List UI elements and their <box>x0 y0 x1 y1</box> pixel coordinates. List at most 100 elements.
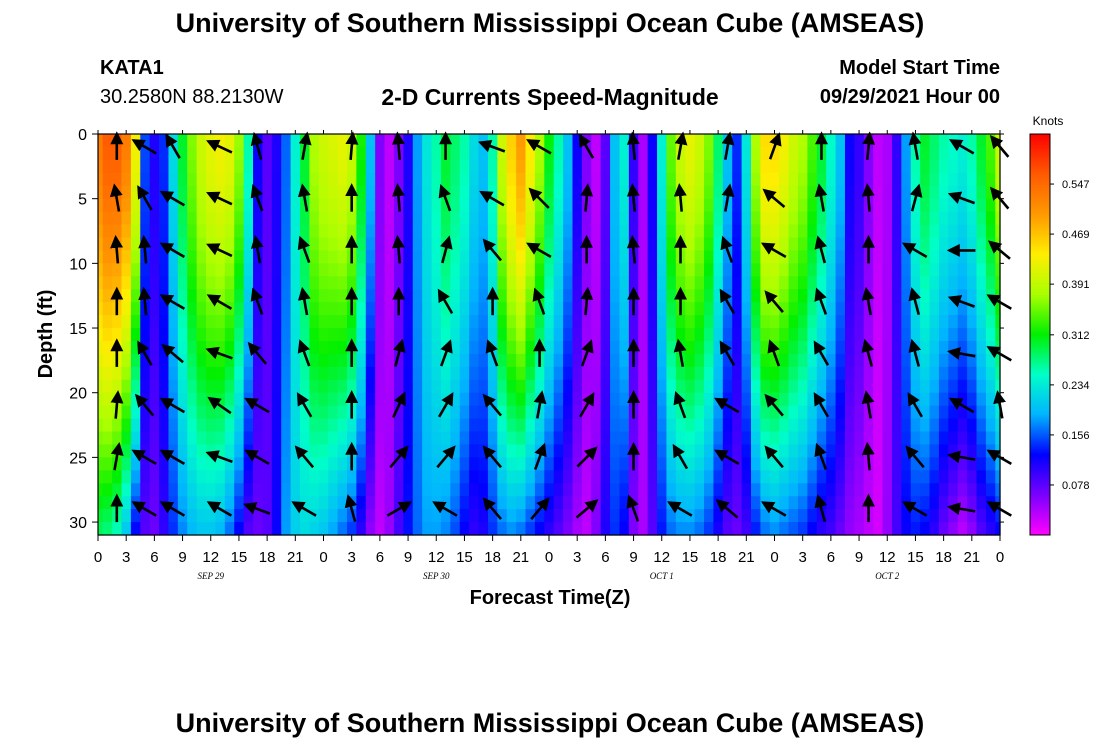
heatmap-cell <box>187 366 198 381</box>
current-vector-arrow <box>861 286 875 316</box>
current-vector-arrow <box>165 133 181 159</box>
heatmap-cell <box>365 302 376 316</box>
heatmap-cell <box>788 185 799 200</box>
heatmap-cell <box>431 483 442 497</box>
heatmap-cell <box>882 457 893 471</box>
heatmap-cell <box>760 509 771 523</box>
heatmap-cell <box>140 431 151 446</box>
heatmap-cell <box>121 159 132 174</box>
heatmap-cell <box>863 483 874 497</box>
heatmap-cell <box>638 185 649 200</box>
heatmap-cell <box>600 340 611 355</box>
heatmap-cell <box>685 172 696 187</box>
heatmap-cell <box>938 315 949 329</box>
x-tick-label: 18 <box>484 549 501 566</box>
heatmap-cell <box>563 328 574 342</box>
heatmap-cell <box>948 198 959 213</box>
heatmap-cell <box>732 134 743 148</box>
x-tick-label: 6 <box>601 549 609 566</box>
heatmap-cell <box>253 405 264 420</box>
heatmap-cell <box>281 146 292 161</box>
heatmap-cell <box>459 328 470 342</box>
heatmap-cell <box>638 522 649 536</box>
heatmap-cell <box>469 496 480 510</box>
heatmap-cell <box>487 224 498 239</box>
heatmap-cell <box>243 328 254 342</box>
heatmap-cell <box>638 302 649 316</box>
heatmap-cell <box>882 328 893 342</box>
heatmap-cell <box>948 172 959 187</box>
heatmap-cell <box>873 418 884 433</box>
heatmap-cell <box>976 276 987 290</box>
heatmap-cell <box>450 224 461 239</box>
heatmap-cell <box>224 134 235 148</box>
heatmap-cell <box>253 328 264 342</box>
heatmap-cell <box>375 509 386 523</box>
heatmap-cell <box>159 379 170 394</box>
heatmap-cell <box>206 146 217 161</box>
heatmap-cell <box>309 444 320 458</box>
heatmap-cell <box>741 496 752 510</box>
heatmap-cell <box>403 146 414 161</box>
heatmap-cell <box>948 224 959 239</box>
heatmap-cell <box>177 483 188 497</box>
heatmap-cell <box>478 302 489 316</box>
heatmap-cell <box>121 379 132 394</box>
heatmap-cell <box>328 509 339 523</box>
heatmap-cell <box>628 379 639 394</box>
current-vector-arrow <box>482 497 502 520</box>
heatmap-cell <box>948 457 959 471</box>
heatmap-cell <box>206 483 217 497</box>
heatmap-cell <box>459 457 470 471</box>
x-tick-label: 0 <box>996 549 1004 566</box>
heatmap-cell <box>177 328 188 342</box>
heatmap-cell <box>910 431 921 446</box>
heatmap-cell <box>948 353 959 368</box>
heatmap-cell <box>901 315 912 329</box>
heatmap-cell <box>807 302 818 316</box>
heatmap-cell <box>591 211 602 226</box>
heatmap-cell <box>149 250 160 264</box>
heatmap-cell <box>469 211 480 226</box>
heatmap-cell <box>572 470 583 484</box>
heatmap-cell <box>149 289 160 303</box>
heatmap-cell <box>610 276 621 290</box>
heatmap-cell <box>149 483 160 497</box>
heatmap-cell <box>440 470 451 484</box>
heatmap-cell <box>619 509 630 523</box>
heatmap-cell <box>506 340 517 355</box>
heatmap-cell <box>469 134 480 148</box>
heatmap-cell <box>995 366 1001 381</box>
heatmap-cell <box>487 522 498 536</box>
heatmap-cell <box>797 289 808 303</box>
heatmap-cell <box>779 289 790 303</box>
heatmap-cell <box>882 224 893 239</box>
heatmap-cell <box>704 353 715 368</box>
heatmap-cell <box>459 431 470 446</box>
heatmap-cell <box>121 509 132 523</box>
heatmap-cell <box>647 302 658 316</box>
heatmap-cell <box>102 353 113 368</box>
heatmap-cell <box>412 522 423 536</box>
current-vector-arrow <box>908 287 922 316</box>
heatmap-cell <box>196 263 207 277</box>
heatmap-cell <box>224 366 235 381</box>
heatmap-cell <box>309 405 320 420</box>
heatmap-cell <box>346 328 357 342</box>
heatmap-cell <box>534 328 545 342</box>
heatmap-cell <box>384 198 395 213</box>
heatmap-cell <box>948 328 959 342</box>
heatmap-cell <box>478 250 489 264</box>
heatmap-cell <box>769 431 780 446</box>
heatmap-cell <box>440 509 451 523</box>
heatmap-cell <box>253 418 264 433</box>
current-vector-arrow <box>438 184 452 212</box>
heatmap-cell <box>929 418 940 433</box>
heatmap-cell <box>628 522 639 536</box>
heatmap-cell <box>393 431 404 446</box>
heatmap-cell <box>450 328 461 342</box>
x-tick-label: 9 <box>629 549 637 566</box>
heatmap-cell <box>102 146 113 161</box>
heatmap-cell <box>553 134 564 148</box>
heatmap-cell <box>741 366 752 381</box>
